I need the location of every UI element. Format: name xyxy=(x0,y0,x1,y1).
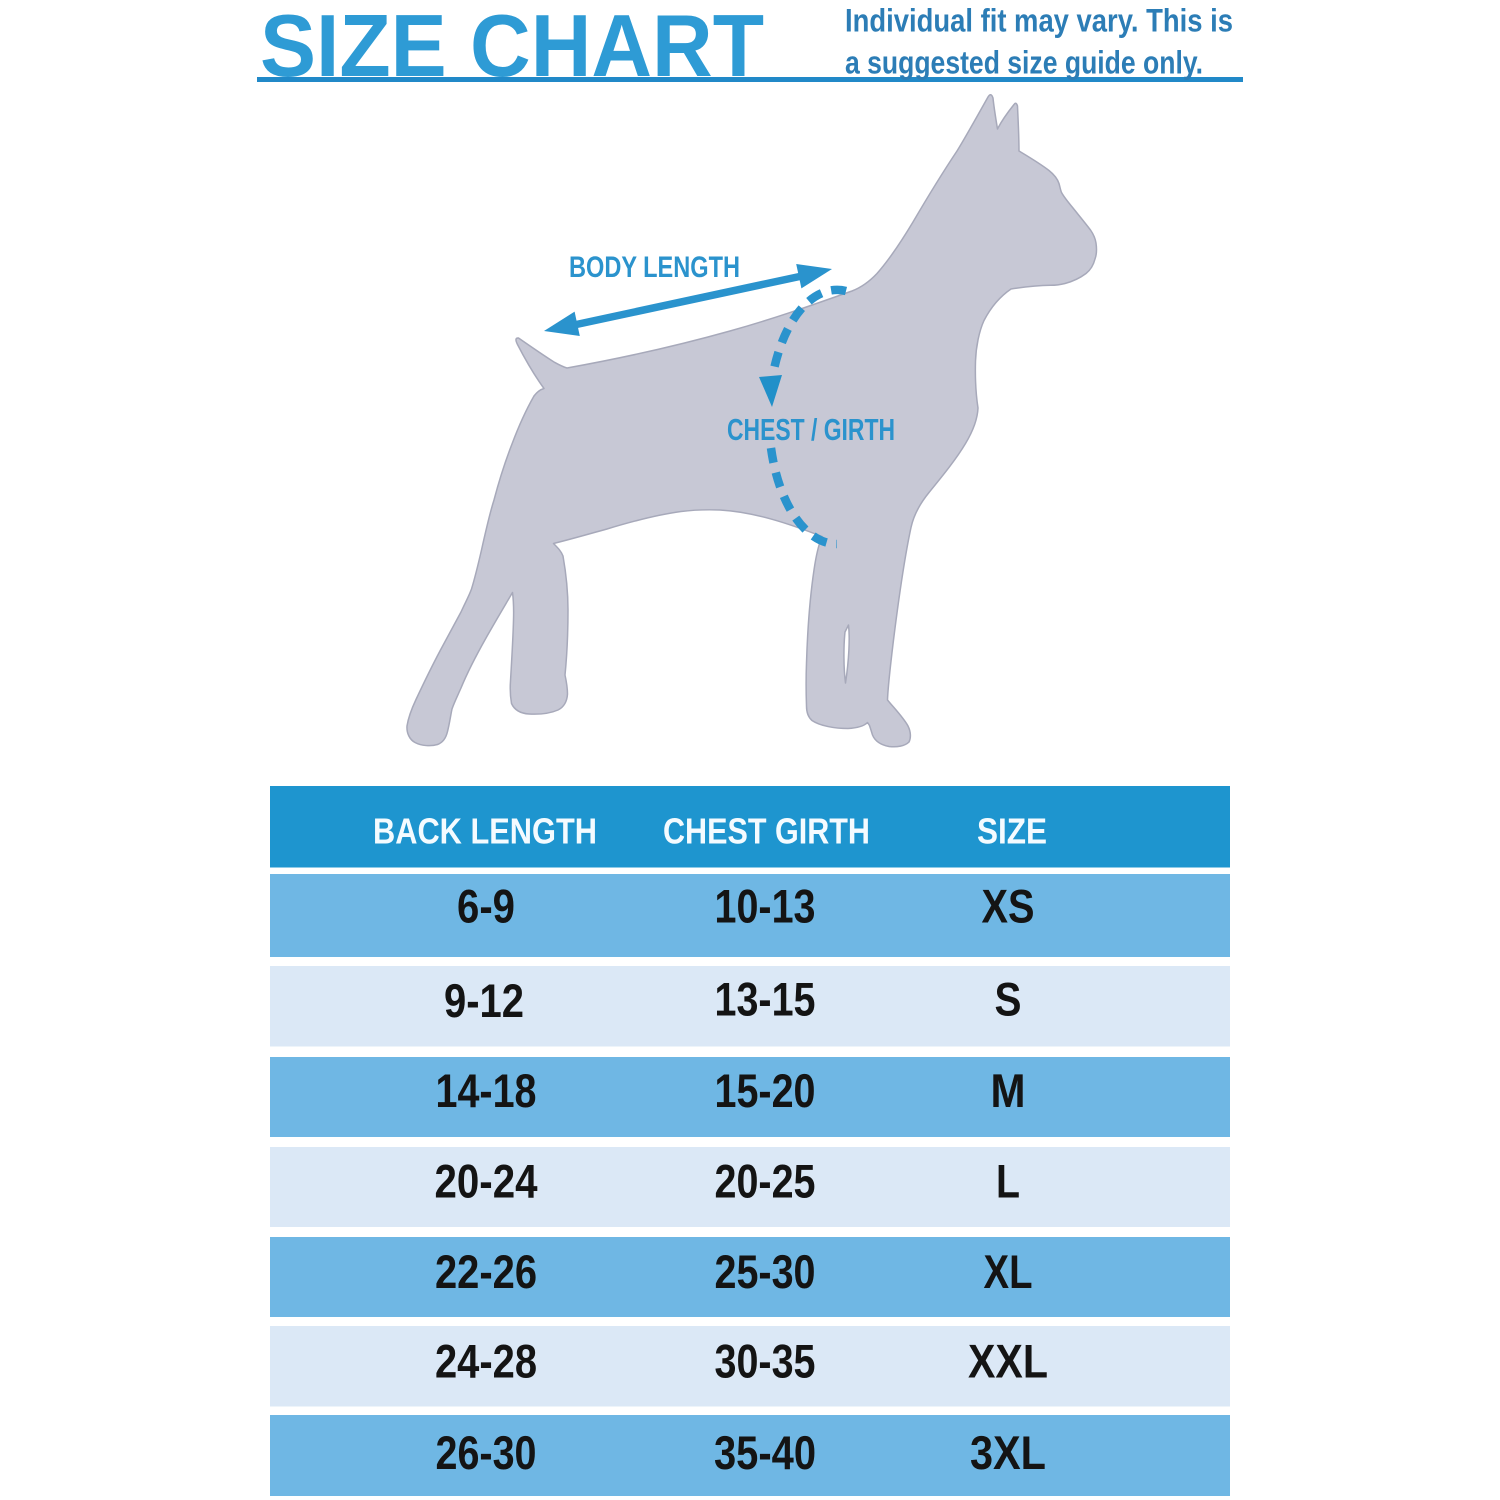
svg-text:CHEST / GIRTH: CHEST / GIRTH xyxy=(727,412,895,447)
svg-text:a suggested size guide only.: a suggested size guide only. xyxy=(845,45,1203,81)
svg-text:S: S xyxy=(995,973,1022,1026)
svg-text:20-25: 20-25 xyxy=(715,1155,816,1208)
svg-text:13-15: 13-15 xyxy=(715,973,816,1026)
svg-text:XS: XS xyxy=(982,880,1035,933)
svg-text:20-24: 20-24 xyxy=(435,1155,538,1208)
svg-text:SIZE: SIZE xyxy=(977,811,1047,852)
svg-text:L: L xyxy=(996,1155,1020,1208)
svg-text:BACK LENGTH: BACK LENGTH xyxy=(373,811,597,852)
svg-text:CHEST GIRTH: CHEST GIRTH xyxy=(663,811,870,852)
svg-text:XXL: XXL xyxy=(968,1335,1048,1388)
svg-text:6-9: 6-9 xyxy=(457,880,515,933)
svg-text:15-20: 15-20 xyxy=(715,1064,816,1117)
svg-text:35-40: 35-40 xyxy=(714,1426,816,1479)
svg-text:10-13: 10-13 xyxy=(715,880,816,933)
svg-text:9-12: 9-12 xyxy=(444,974,524,1027)
svg-text:24-28: 24-28 xyxy=(435,1335,537,1388)
svg-text:Individual fit may vary. This: Individual fit may vary. This is xyxy=(845,3,1233,39)
svg-text:BODY LENGTH: BODY LENGTH xyxy=(569,251,740,284)
svg-text:14-18: 14-18 xyxy=(436,1064,537,1117)
svg-text:3XL: 3XL xyxy=(970,1426,1046,1479)
svg-text:26-30: 26-30 xyxy=(436,1426,537,1479)
svg-text:XL: XL xyxy=(984,1245,1033,1298)
svg-text:25-30: 25-30 xyxy=(715,1245,816,1298)
svg-text:30-35: 30-35 xyxy=(715,1335,816,1388)
svg-text:M: M xyxy=(991,1064,1026,1117)
svg-text:22-26: 22-26 xyxy=(435,1245,537,1298)
